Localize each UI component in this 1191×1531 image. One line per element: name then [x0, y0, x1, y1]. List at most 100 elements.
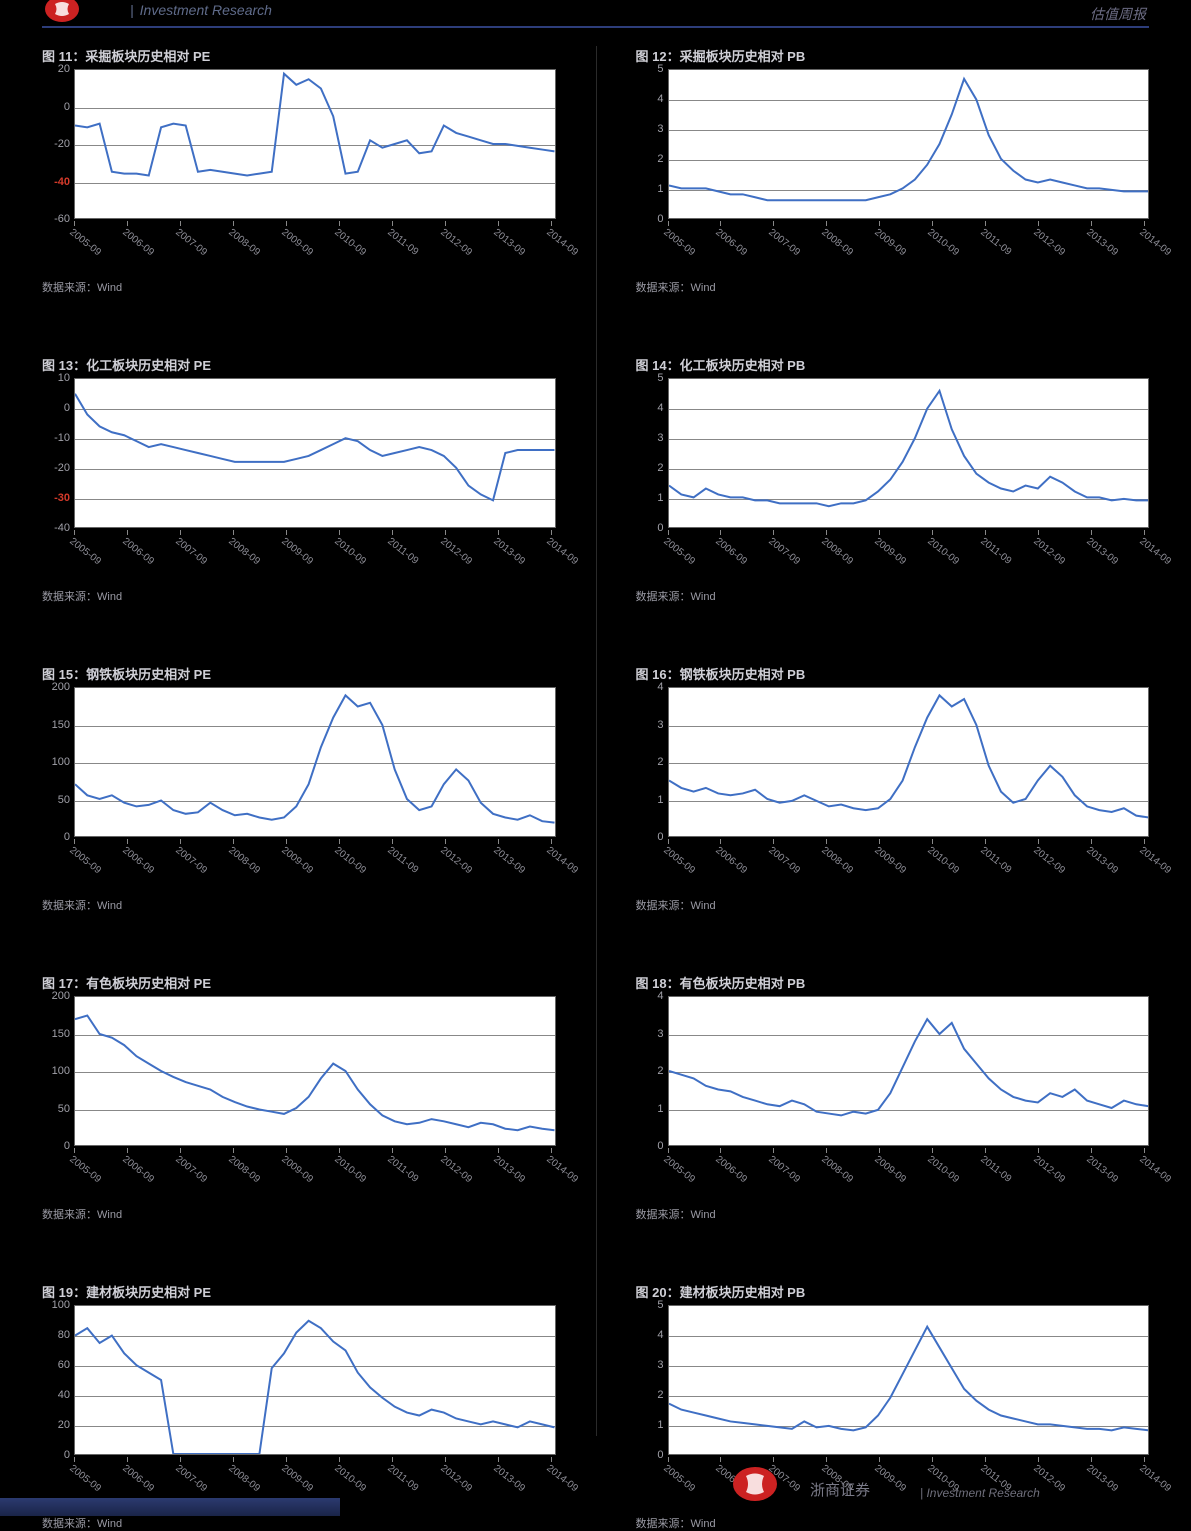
chart-wrap: 432102005-092006-092007-092008-092009-09…	[636, 996, 1150, 1178]
x-axis: 2005-092006-092007-092008-092009-092010-…	[74, 221, 556, 251]
header-rule	[42, 26, 1149, 28]
y-axis: 43210	[636, 687, 666, 837]
x-tick-mark	[668, 221, 669, 226]
chart-wrap: 432102005-092006-092007-092008-092009-09…	[636, 687, 1150, 869]
x-tick-label: 2010-09	[926, 536, 962, 567]
chart-svg	[669, 70, 1149, 218]
y-tick-label: 80	[58, 1329, 70, 1341]
x-tick-mark	[773, 839, 774, 844]
x-axis: 2005-092006-092007-092008-092009-092010-…	[668, 221, 1150, 251]
x-tick-mark	[720, 221, 721, 226]
plot-area	[74, 687, 556, 837]
x-tick-label: 2005-09	[661, 845, 697, 876]
y-tick-label: 1	[657, 1103, 663, 1115]
y-tick-label: 4	[657, 402, 663, 414]
y-tick-label: -40	[54, 176, 70, 188]
chart-title: 图 14：化工板块历史相对 PB	[636, 355, 1150, 374]
x-tick-mark	[932, 221, 933, 226]
plot-area	[668, 69, 1150, 219]
x-tick-mark	[985, 1148, 986, 1153]
x-tick-mark	[720, 839, 721, 844]
x-tick-label: 2013-09	[1084, 845, 1120, 876]
x-tick-mark	[445, 221, 446, 226]
y-axis: 543210	[636, 378, 666, 528]
y-tick-label: 100	[52, 1065, 70, 1077]
x-tick-mark	[668, 1148, 669, 1153]
x-tick-label: 2008-09	[226, 845, 262, 876]
y-axis: 100806040200	[42, 1305, 72, 1455]
x-tick-mark	[180, 839, 181, 844]
x-tick-label: 2009-09	[279, 845, 315, 876]
x-tick-label: 2014-09	[1137, 845, 1173, 876]
chart-cell: 图 16：钢铁板块历史相对 PB 432102005-092006-092007-…	[636, 664, 1150, 913]
x-tick-label: 2011-09	[385, 1154, 420, 1185]
chart-cell: 图 14：化工板块历史相对 PB5432102005-092006-092007…	[636, 355, 1150, 604]
x-tick-mark	[932, 839, 933, 844]
y-tick-label: 40	[58, 1389, 70, 1401]
x-tick-mark	[392, 1148, 393, 1153]
series-line	[669, 79, 1149, 200]
x-tick-label: 2013-09	[1084, 536, 1120, 567]
chart-title: 图 11：采掘板块历史相对 PE	[42, 46, 556, 65]
y-tick-label: 50	[58, 794, 70, 806]
x-tick-mark	[286, 530, 287, 535]
series-line	[75, 695, 555, 822]
x-tick-mark	[932, 530, 933, 535]
chart-title: 图 15：钢铁板块历史相对 PE	[42, 664, 556, 683]
x-tick-label: 2008-09	[226, 1154, 262, 1185]
chart-wrap: 5432102005-092006-092007-092008-092009-0…	[636, 378, 1150, 560]
x-tick-label: 2005-09	[67, 845, 103, 876]
y-tick-label: 4	[657, 990, 663, 1002]
x-tick-mark	[127, 1148, 128, 1153]
x-tick-label: 2012-09	[438, 845, 474, 876]
chart-cell: 图 18：有色板块历史相对 PB432102005-092006-092007-…	[636, 973, 1150, 1222]
x-tick-mark	[498, 839, 499, 844]
chart-svg	[669, 997, 1149, 1145]
x-tick-mark	[180, 530, 181, 535]
y-tick-label: 3	[657, 432, 663, 444]
x-tick-label: 2008-09	[820, 536, 856, 567]
x-tick-label: 2012-09	[438, 227, 474, 258]
chart-svg	[75, 997, 555, 1145]
y-tick-label: -30	[54, 492, 70, 504]
source-text: 数据来源：Wind	[42, 588, 556, 604]
y-tick-label: 60	[58, 1359, 70, 1371]
x-tick-mark	[498, 530, 499, 535]
footer: 浙商证券 | Investment Research	[0, 1456, 1191, 1516]
y-tick-label: 5	[657, 1299, 663, 1311]
x-tick-label: 2009-09	[279, 227, 315, 258]
x-tick-label: 2005-09	[67, 536, 103, 567]
x-axis: 2005-092006-092007-092008-092009-092010-…	[668, 530, 1150, 560]
x-tick-mark	[551, 530, 552, 535]
y-tick-label: 4	[657, 1329, 663, 1341]
x-tick-label: 2011-09	[979, 1154, 1014, 1185]
x-tick-mark	[985, 221, 986, 226]
series-line	[75, 1016, 555, 1131]
x-tick-label: 2011-09	[979, 845, 1014, 876]
chart-svg	[75, 70, 555, 218]
x-tick-label: 2010-09	[332, 845, 368, 876]
source-text: 数据来源：Wind	[636, 279, 1150, 295]
chart-title: 图 16：钢铁板块历史相对 PB	[636, 664, 1150, 683]
y-tick-label: 2	[657, 756, 663, 768]
source-text: 数据来源：Wind	[42, 1206, 556, 1222]
x-tick-mark	[1091, 530, 1092, 535]
x-tick-mark	[392, 221, 393, 226]
x-tick-mark	[985, 530, 986, 535]
chart-svg	[669, 688, 1149, 836]
x-tick-label: 2011-09	[385, 845, 420, 876]
series-line	[669, 1019, 1149, 1115]
x-tick-mark	[498, 1148, 499, 1153]
x-tick-mark	[668, 530, 669, 535]
chart-cell: 图 11：采掘板块历史相对 PE 200-20-40-602005-092006-…	[42, 46, 556, 295]
x-tick-mark	[551, 221, 552, 226]
x-tick-mark	[339, 1148, 340, 1153]
chart-svg	[75, 379, 555, 527]
x-axis: 2005-092006-092007-092008-092009-092010-…	[74, 1148, 556, 1178]
footer-logo-icon	[730, 1463, 785, 1510]
x-tick-label: 2006-09	[714, 1154, 750, 1185]
series-line	[669, 391, 1149, 506]
chart-wrap: 100-10-20-30-402005-092006-092007-092008…	[42, 378, 556, 560]
y-axis: 200-20-40-60	[42, 69, 72, 219]
x-tick-label: 2005-09	[661, 227, 697, 258]
